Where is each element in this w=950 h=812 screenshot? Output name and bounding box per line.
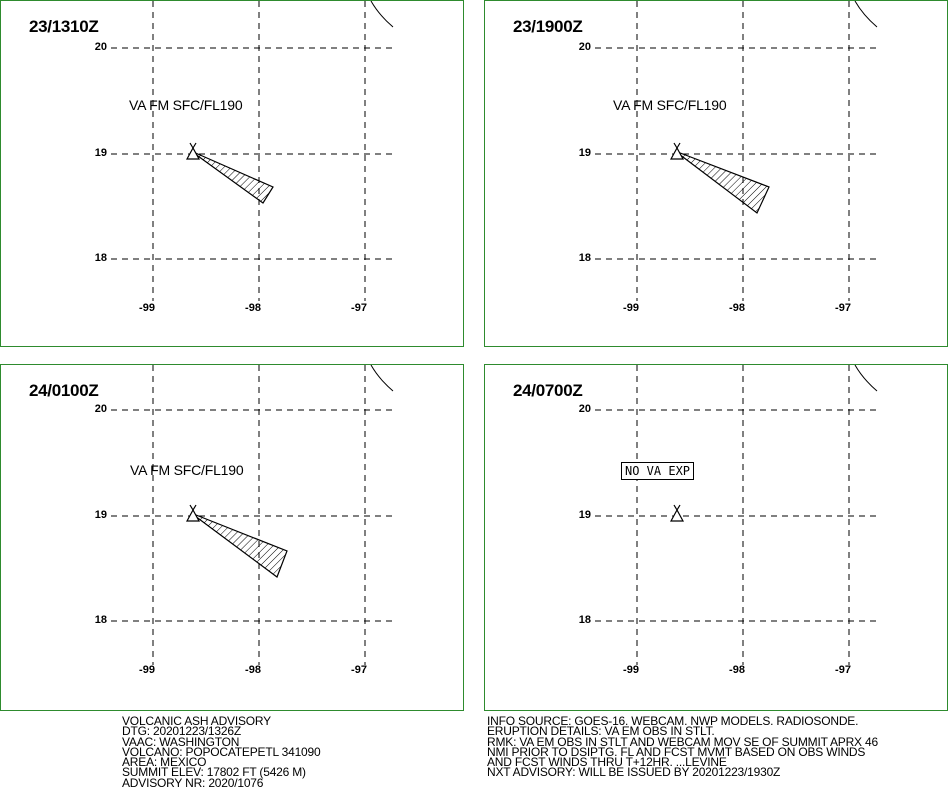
lon-label-97: -97 <box>835 664 851 676</box>
advisory-remarks-block: INFO SOURCE: GOES-16. WEBCAM. NWP MODELS… <box>487 714 878 780</box>
lon-label-99: -99 <box>623 302 639 314</box>
lat-label-18: 18 <box>578 614 591 626</box>
lon-label-98: -98 <box>729 302 745 314</box>
map-graphic <box>111 1 396 301</box>
advisory-line: NMI PRIOR TO DSIPTG. FL AND FCST MVMT BA… <box>487 744 866 759</box>
coastline <box>854 365 878 392</box>
lat-label-20: 20 <box>578 41 591 53</box>
advisory-line: AND FCST WINDS THRU T+12HR. ...LEVINE <box>487 755 727 770</box>
map-graphic <box>595 365 880 665</box>
lat-label-20: 20 <box>94 41 107 53</box>
lat-label-19: 19 <box>578 509 591 521</box>
lon-label-97: -97 <box>351 302 367 314</box>
volcano-triangle-icon <box>185 504 201 522</box>
ash-label: VA FM SFC/FL190 <box>613 97 727 113</box>
map-graphic <box>595 1 880 301</box>
lon-label-97: -97 <box>835 302 851 314</box>
map-panel-1: 23/1310Z VA FM SFC/FL190 20 19 18 -99 -9… <box>0 0 464 347</box>
advisory-line: ADVISORY NR: 2020/1076 <box>122 775 264 790</box>
advisory-line: NXT ADVISORY: WILL BE ISSUED BY 20201223… <box>487 765 781 780</box>
lat-label-19: 19 <box>94 509 107 521</box>
lat-label-19: 19 <box>94 147 107 159</box>
volcano-triangle-icon <box>669 504 685 522</box>
lon-label-98: -98 <box>245 664 261 676</box>
advisory-line: INFO SOURCE: GOES-16. WEBCAM. NWP MODELS… <box>487 714 859 728</box>
lat-label-20: 20 <box>578 403 591 415</box>
advisory-line: RMK: VA EM OBS IN STLT AND WEBCAM MOV SE… <box>487 734 878 749</box>
lon-label-99: -99 <box>139 664 155 676</box>
panel-time: 24/0700Z <box>513 381 583 400</box>
panel-time: 23/1900Z <box>513 17 583 36</box>
volcano-triangle-icon <box>669 142 685 160</box>
ash-cloud-area <box>674 150 770 214</box>
volcano-triangle-icon <box>185 142 201 160</box>
panel-time: 24/0100Z <box>29 381 99 400</box>
lat-lon-grid <box>595 1 880 301</box>
no-ash-expected-label: NO VA EXP <box>621 462 695 480</box>
lon-label-99: -99 <box>139 302 155 314</box>
coastline <box>370 1 394 28</box>
coastline <box>854 1 878 28</box>
map-panel-4: 24/0700Z NO VA EXP 20 19 18 -99 -98 -97 <box>484 364 948 711</box>
advisory-line: SUMMIT ELEV: 17802 FT (5426 M) <box>122 765 306 780</box>
lat-label-18: 18 <box>578 252 591 264</box>
advisory-line: DTG: 20201223/1326Z <box>122 724 241 739</box>
lon-label-99: -99 <box>623 664 639 676</box>
panel-time: 23/1310Z <box>29 17 99 36</box>
coastline <box>370 365 394 392</box>
ash-label: VA FM SFC/FL190 <box>130 462 244 478</box>
advisory-line: VOLCANIC ASH ADVISORY <box>122 714 271 728</box>
map-panel-2: 23/1900Z VA FM SFC/FL190 20 19 18 -99 -9… <box>484 0 948 347</box>
advisory-line: VAAC: WASHINGTON <box>122 734 240 749</box>
lat-label-20: 20 <box>94 403 107 415</box>
advisory-line: ERUPTION DETAILS: VA EM OBS IN STLT. <box>487 724 715 739</box>
lat-lon-grid <box>595 365 880 665</box>
lon-label-98: -98 <box>245 302 261 314</box>
lon-label-98: -98 <box>729 664 745 676</box>
map-graphic <box>111 365 396 665</box>
lon-label-97: -97 <box>351 664 367 676</box>
lat-label-18: 18 <box>94 614 107 626</box>
advisory-header-block: VOLCANIC ASH ADVISORY DTG: 20201223/1326… <box>122 714 321 790</box>
map-panel-3: 24/0100Z VA FM SFC/FL190 20 19 18 -99 -9… <box>0 364 464 711</box>
lat-label-18: 18 <box>94 252 107 264</box>
lat-lon-grid <box>111 1 396 301</box>
ash-cloud-area <box>190 150 274 204</box>
advisory-line: VOLCANO: POPOCATEPETL 341090 <box>122 744 321 759</box>
lat-lon-grid <box>111 365 396 665</box>
ash-label: VA FM SFC/FL190 <box>129 97 243 113</box>
ash-cloud-area <box>190 512 288 578</box>
lat-label-19: 19 <box>578 147 591 159</box>
advisory-line: AREA: MEXICO <box>122 755 207 770</box>
